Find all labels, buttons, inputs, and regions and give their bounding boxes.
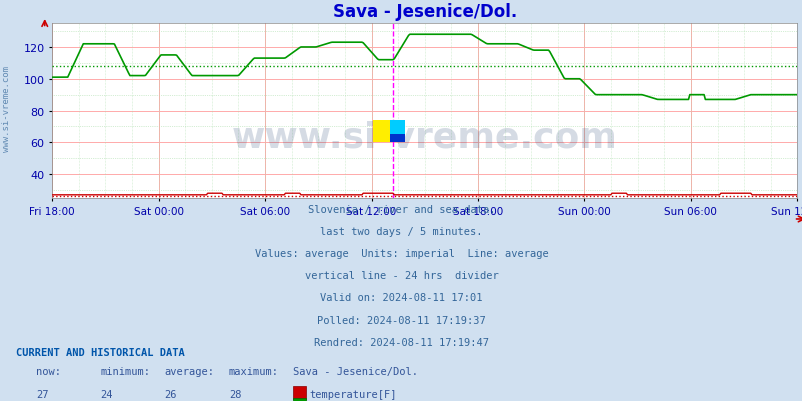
Text: average:: average:	[164, 366, 214, 376]
Bar	[373, 120, 389, 143]
Text: Valid on: 2024-08-11 17:01: Valid on: 2024-08-11 17:01	[320, 293, 482, 303]
Text: last two days / 5 minutes.: last two days / 5 minutes.	[320, 227, 482, 237]
Text: Sava - Jesenice/Dol.: Sava - Jesenice/Dol.	[293, 366, 418, 376]
Text: Values: average  Units: imperial  Line: average: Values: average Units: imperial Line: av…	[254, 249, 548, 259]
Text: temperature[F]: temperature[F]	[309, 389, 396, 399]
Text: 26: 26	[164, 389, 177, 399]
Text: Slovenia / river and sea data.: Slovenia / river and sea data.	[307, 205, 495, 215]
Text: 24: 24	[100, 389, 113, 399]
Text: maximum:: maximum:	[229, 366, 278, 376]
Text: Rendred: 2024-08-11 17:19:47: Rendred: 2024-08-11 17:19:47	[314, 337, 488, 347]
Text: 28: 28	[229, 389, 241, 399]
Bar	[389, 120, 404, 134]
Bar	[389, 134, 404, 143]
Text: minimum:: minimum:	[100, 366, 150, 376]
Text: 27: 27	[36, 389, 49, 399]
Text: www.si-vreme.com: www.si-vreme.com	[232, 120, 617, 154]
Title: Sava - Jesenice/Dol.: Sava - Jesenice/Dol.	[332, 3, 516, 21]
Text: CURRENT AND HISTORICAL DATA: CURRENT AND HISTORICAL DATA	[16, 347, 184, 357]
Text: now:: now:	[36, 366, 61, 376]
Text: Polled: 2024-08-11 17:19:37: Polled: 2024-08-11 17:19:37	[317, 315, 485, 325]
Text: www.si-vreme.com: www.si-vreme.com	[2, 65, 11, 151]
Text: vertical line - 24 hrs  divider: vertical line - 24 hrs divider	[304, 271, 498, 281]
